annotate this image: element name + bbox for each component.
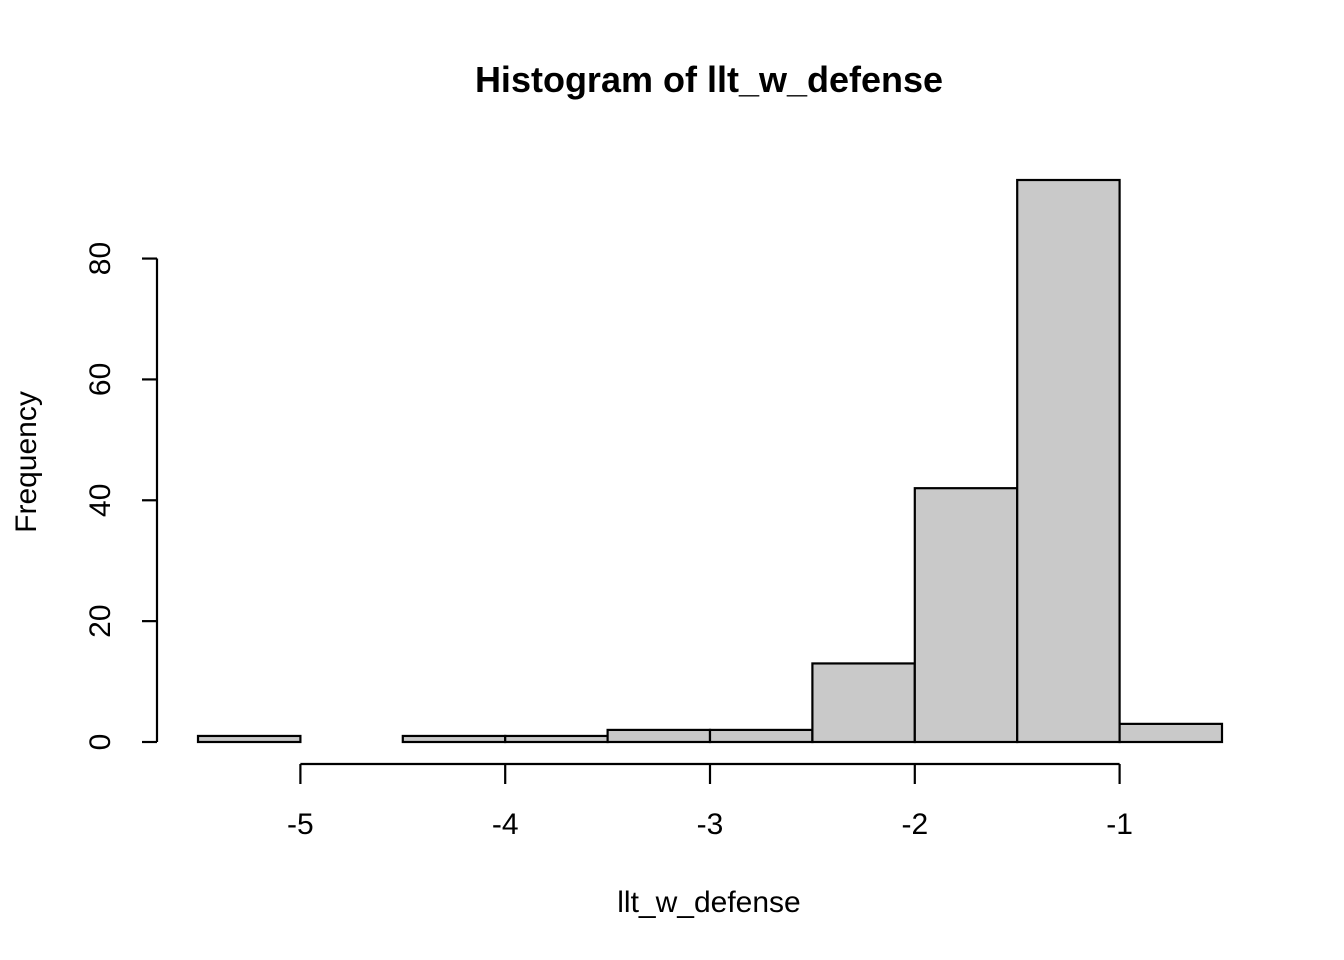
x-tick-label-2: -3 [697, 808, 724, 841]
histogram-bar-0 [196, 734, 302, 744]
histogram-bar-7 [913, 487, 1019, 744]
histogram-bar-2 [401, 734, 507, 744]
y-tick-label-0: 0 [84, 734, 117, 751]
y-tick-label-1: 20 [84, 604, 117, 637]
histogram-bar-4 [606, 728, 712, 744]
x-axis-label: llt_w_defense [617, 886, 800, 919]
y-tick-label-2: 40 [84, 484, 117, 517]
y-axis-label: Frequency [10, 391, 43, 533]
histogram-bar-5 [708, 728, 814, 744]
x-tick-label-3: -2 [901, 808, 928, 841]
histogram-bar-8 [1016, 178, 1121, 744]
x-tick-label-4: -1 [1106, 808, 1133, 841]
histogram-bar-9 [1118, 722, 1224, 744]
x-axis: -5 -4 -3 -2 -1 [287, 762, 1133, 841]
x-tick-label-0: -5 [287, 808, 314, 841]
histogram-bar-3 [504, 734, 609, 744]
histogram-bar-6 [811, 662, 916, 744]
bars-group [196, 178, 1224, 744]
y-tick-label-3: 60 [84, 363, 117, 396]
x-tick-label-1: -4 [492, 808, 519, 841]
y-axis: 0 20 40 60 80 [84, 242, 159, 751]
y-tick-label-4: 80 [84, 242, 117, 275]
chart-title: Histogram of llt_w_defense [475, 59, 943, 100]
